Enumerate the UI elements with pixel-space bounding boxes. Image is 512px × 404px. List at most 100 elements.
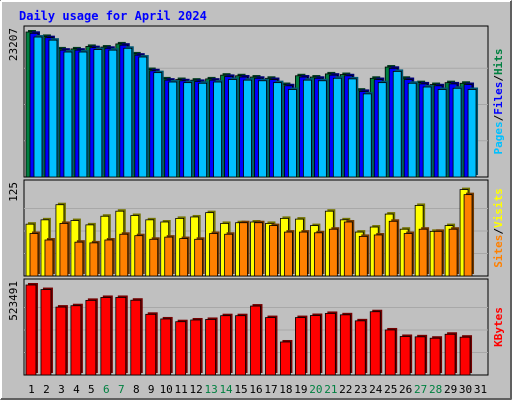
panel-visits bbox=[23, 179, 489, 277]
bar-kbytes-day-12 bbox=[190, 317, 203, 376]
day-label-27: 27 bbox=[414, 383, 427, 396]
bar-sites-day-30 bbox=[463, 192, 475, 277]
bar-pages-day-8 bbox=[138, 55, 149, 178]
chart-panels bbox=[23, 25, 489, 376]
bar-sites-day-21 bbox=[328, 227, 340, 277]
bar-sites-day-25 bbox=[388, 219, 400, 277]
day-label-21: 21 bbox=[324, 383, 337, 396]
bar-sites-day-9 bbox=[149, 237, 160, 277]
bar-sites-day-8 bbox=[134, 233, 145, 277]
bar-sites-day-13 bbox=[209, 231, 220, 277]
bar-sites-day-3 bbox=[59, 221, 70, 277]
legend-visits: Sites/Visits bbox=[492, 188, 505, 268]
day-label-4: 4 bbox=[73, 383, 80, 396]
bar-pages-day-2 bbox=[48, 38, 59, 178]
bar-sites-day-22 bbox=[343, 220, 355, 277]
bar-kbytes-day-3 bbox=[55, 305, 68, 376]
bar-kbytes-day-5 bbox=[85, 298, 98, 376]
day-label-10: 10 bbox=[160, 383, 173, 396]
bar-kbytes-day-6 bbox=[100, 295, 113, 376]
bar-pages-day-13 bbox=[213, 80, 224, 178]
legend-files: Files bbox=[492, 82, 505, 115]
bar-kbytes-day-2 bbox=[40, 287, 53, 376]
bar-pages-day-1 bbox=[33, 35, 44, 178]
bar-pages-day-5 bbox=[93, 47, 104, 178]
bar-pages-day-29 bbox=[452, 86, 464, 178]
bar-kbytes-day-1 bbox=[25, 283, 38, 376]
day-label-20: 20 bbox=[309, 383, 322, 396]
bar-kbytes-day-26 bbox=[399, 334, 413, 376]
bar-pages-day-16 bbox=[258, 78, 269, 178]
bar-pages-day-11 bbox=[183, 80, 194, 178]
bar-kbytes-day-17 bbox=[265, 315, 278, 376]
day-label-1: 1 bbox=[28, 383, 35, 396]
day-label-3: 3 bbox=[58, 383, 65, 396]
day-label-18: 18 bbox=[279, 383, 292, 396]
bar-sites-day-17 bbox=[269, 223, 280, 277]
legend-separator: / bbox=[492, 114, 505, 121]
bar-kbytes-day-7 bbox=[115, 295, 128, 376]
day-label-31: 31 bbox=[474, 383, 487, 396]
legend-kbytes: KBytes bbox=[492, 307, 505, 347]
bar-kbytes-day-20 bbox=[309, 313, 323, 376]
day-label-25: 25 bbox=[384, 383, 397, 396]
bar-kbytes-day-15 bbox=[235, 313, 248, 376]
bar-sites-day-16 bbox=[254, 220, 265, 277]
legend-pages: Pages bbox=[492, 121, 505, 154]
legend-visits: Visits bbox=[492, 188, 505, 228]
bar-kbytes-day-30 bbox=[459, 335, 473, 376]
bar-kbytes-day-25 bbox=[384, 327, 398, 376]
panel-requests bbox=[23, 25, 489, 178]
bar-sites-day-29 bbox=[448, 227, 460, 277]
bar-pages-day-22 bbox=[347, 76, 359, 178]
bar-sites-day-20 bbox=[313, 230, 325, 277]
day-axis: 1 2 3 4 5 6 7 8 9 10 11 12 13 14 15 16 17 18 19 20 21 22 23 24 2… bbox=[28, 383, 487, 396]
bar-sites-day-14 bbox=[224, 232, 235, 277]
day-label-5: 5 bbox=[88, 383, 95, 396]
day-label-7: 7 bbox=[118, 383, 125, 396]
bar-pages-day-6 bbox=[108, 48, 119, 178]
day-label-16: 16 bbox=[249, 383, 262, 396]
legend-sites: Sites bbox=[492, 235, 505, 268]
scale-max-kbytes: 523491 bbox=[7, 281, 20, 321]
day-label-29: 29 bbox=[444, 383, 457, 396]
legend-requests: Pages/Files/Hits bbox=[492, 49, 505, 155]
bar-sites-day-12 bbox=[194, 237, 205, 277]
bar-sites-day-2 bbox=[44, 238, 55, 277]
scale-labels: 23207 125 523491 bbox=[7, 28, 20, 321]
day-label-14: 14 bbox=[219, 383, 233, 396]
bar-kbytes-day-28 bbox=[429, 336, 443, 376]
day-label-19: 19 bbox=[294, 383, 307, 396]
day-label-8: 8 bbox=[133, 383, 140, 396]
day-label-13: 13 bbox=[204, 383, 217, 396]
day-label-23: 23 bbox=[354, 383, 367, 396]
bar-sites-day-1 bbox=[29, 231, 40, 277]
bar-kbytes-day-18 bbox=[280, 339, 293, 376]
day-label-11: 11 bbox=[175, 383, 188, 396]
bar-kbytes-day-13 bbox=[205, 317, 218, 376]
bar-pages-day-21 bbox=[332, 76, 344, 178]
day-label-26: 26 bbox=[399, 383, 412, 396]
bar-pages-day-19 bbox=[303, 78, 314, 178]
bar-kbytes-day-8 bbox=[130, 298, 143, 376]
day-label-30: 30 bbox=[459, 383, 472, 396]
bar-pages-day-30 bbox=[467, 87, 479, 178]
bar-sites-day-26 bbox=[403, 231, 415, 277]
bar-pages-day-4 bbox=[78, 50, 89, 178]
bar-sites-day-11 bbox=[179, 236, 190, 277]
bar-sites-day-18 bbox=[284, 230, 295, 277]
bar-kbytes-day-27 bbox=[414, 334, 428, 376]
bar-pages-day-3 bbox=[63, 50, 74, 178]
bar-sites-day-4 bbox=[74, 240, 85, 277]
legend-kbytes: KBytes bbox=[492, 307, 505, 347]
bar-sites-day-23 bbox=[358, 234, 370, 277]
scale-max-requests: 23207 bbox=[7, 28, 20, 61]
day-label-28: 28 bbox=[429, 383, 442, 396]
day-label-9: 9 bbox=[148, 383, 155, 396]
bar-kbytes-day-4 bbox=[70, 303, 83, 376]
bar-kbytes-day-29 bbox=[444, 332, 458, 376]
bar-pages-day-24 bbox=[377, 80, 389, 178]
legend-separator: / bbox=[492, 228, 505, 235]
